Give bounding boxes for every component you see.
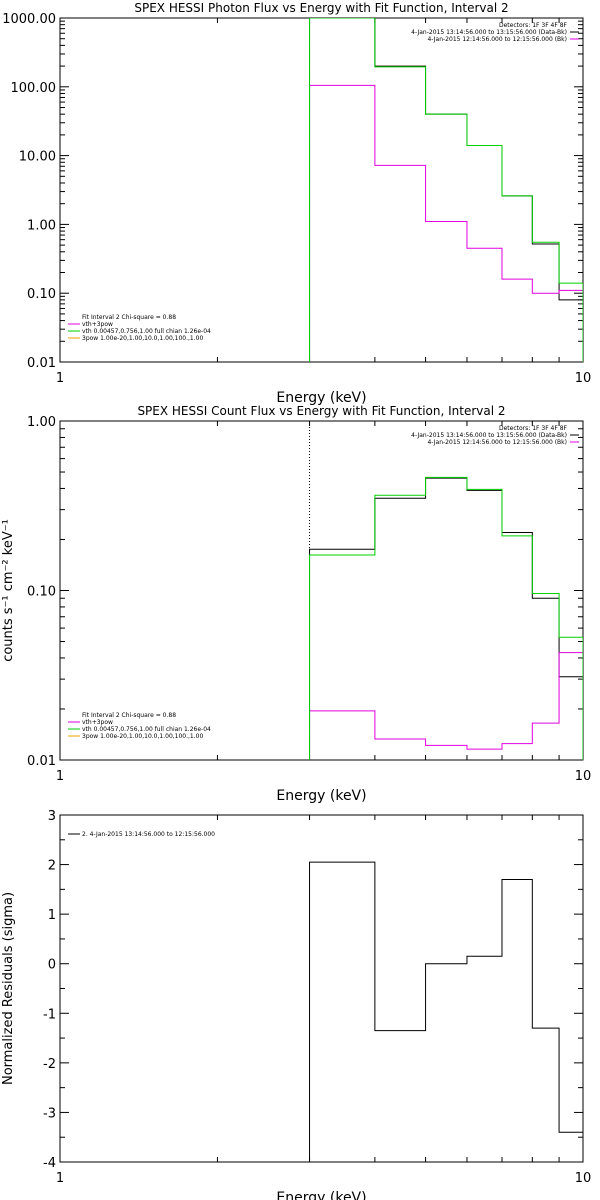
x-tick-label: 1 — [56, 1171, 64, 1186]
data-series-group — [309, 18, 583, 362]
legend-right-text: Detectors: 1F 3F 4F 8F — [499, 425, 568, 432]
series-line-3 — [309, 476, 583, 760]
y-tick-label: 1 — [48, 908, 56, 923]
y-tick-label: 0.10 — [27, 287, 56, 302]
series-line-1 — [309, 861, 583, 1162]
x-axis-label: Energy (keV) — [276, 788, 366, 804]
y-tick-label: -2 — [43, 1057, 56, 1072]
y-tick-label: 10.00 — [19, 150, 56, 165]
y-tick-label: 0.10 — [27, 585, 56, 600]
x-axis-label: Energy (keV) — [276, 1190, 366, 1200]
y-tick-label: -3 — [43, 1106, 56, 1121]
data-series-group — [309, 861, 583, 1162]
y-tick-label: 0.01 — [27, 754, 56, 769]
x-tick-label: 10 — [575, 1171, 592, 1186]
legend-left-text: vth 0.00457,0.756,1.00 full chian 1.26e-… — [82, 328, 211, 335]
legend-left-text: vth 0.00457,0.756,1.00 full chian 1.26e-… — [82, 726, 211, 733]
y-tick-label: 1000.00 — [2, 12, 56, 27]
series-line-3 — [309, 18, 583, 362]
legend-right-text: Detectors: 1F 3F 4F 8F — [499, 22, 568, 29]
x-tick-label: 10 — [575, 769, 592, 784]
legend-left-text: Fit Interval 2 Chi-square = 0.88 — [82, 314, 176, 321]
y-tick-label: -4 — [43, 1156, 56, 1171]
legend-left-text: vth+3pow — [82, 321, 113, 328]
chart-title: SPEX HESSI Photon Flux vs Energy with Fi… — [134, 1, 508, 15]
y-tick-label: 1.00 — [27, 218, 56, 233]
data-series-group — [309, 476, 583, 760]
x-tick-label: 1 — [56, 371, 64, 386]
y-axis-label: Normalized Residuals (sigma) — [1, 892, 16, 1085]
y-tick-label: 100.00 — [11, 81, 57, 96]
series-line-2 — [309, 84, 583, 362]
x-tick-label: 1 — [56, 769, 64, 784]
legend-left-text: 2. 4-Jan-2015 13:14:56.000 to 12:15:56.0… — [82, 831, 215, 838]
y-tick-label: 3 — [48, 809, 56, 824]
y-tick-label: 0 — [48, 958, 56, 973]
legend-right-text: 4-Jan-2015 13:14:56.000 to 13:15:56.000 … — [411, 432, 567, 439]
legend-right-text: 4-Jan-2015 12:14:56.000 to 12:15:56.000 … — [427, 36, 567, 43]
y-tick-label: 2 — [48, 859, 56, 874]
y-axis-label: counts s⁻¹ cm⁻² keV⁻¹ — [1, 519, 16, 662]
plot-frame-3 — [59, 814, 584, 1163]
series-line-2 — [309, 652, 583, 760]
legend-left-text: Fit Interval 2 Chi-square = 0.88 — [82, 712, 176, 719]
y-tick-label: 1.00 — [27, 415, 56, 430]
y-tick-label: 0.01 — [27, 356, 56, 371]
plot-frame-2 — [59, 420, 584, 761]
legend-right-text: 4-Jan-2015 13:14:56.000 to 13:15:56.000 … — [411, 29, 567, 36]
series-line-1 — [309, 477, 583, 760]
legend-left-text: 3pow 1.00e-20,1.00,10.0,1.00,100.,1.00 — [82, 335, 203, 342]
legend-left-text: 3pow 1.00e-20,1.00,10.0,1.00,100.,1.00 — [82, 733, 203, 740]
x-tick-label: 10 — [575, 371, 592, 386]
plot-frame-1 — [59, 17, 584, 363]
x-axis-label: Energy (keV) — [276, 390, 366, 406]
legend-left-text: vth+3pow — [82, 719, 113, 726]
legend-right-text: 4-Jan-2015 12:14:56.000 to 12:15:56.000 … — [427, 439, 567, 446]
y-tick-label: -1 — [43, 1007, 56, 1022]
series-line-1 — [309, 18, 583, 362]
chart-title: SPEX HESSI Count Flux vs Energy with Fit… — [137, 404, 505, 418]
